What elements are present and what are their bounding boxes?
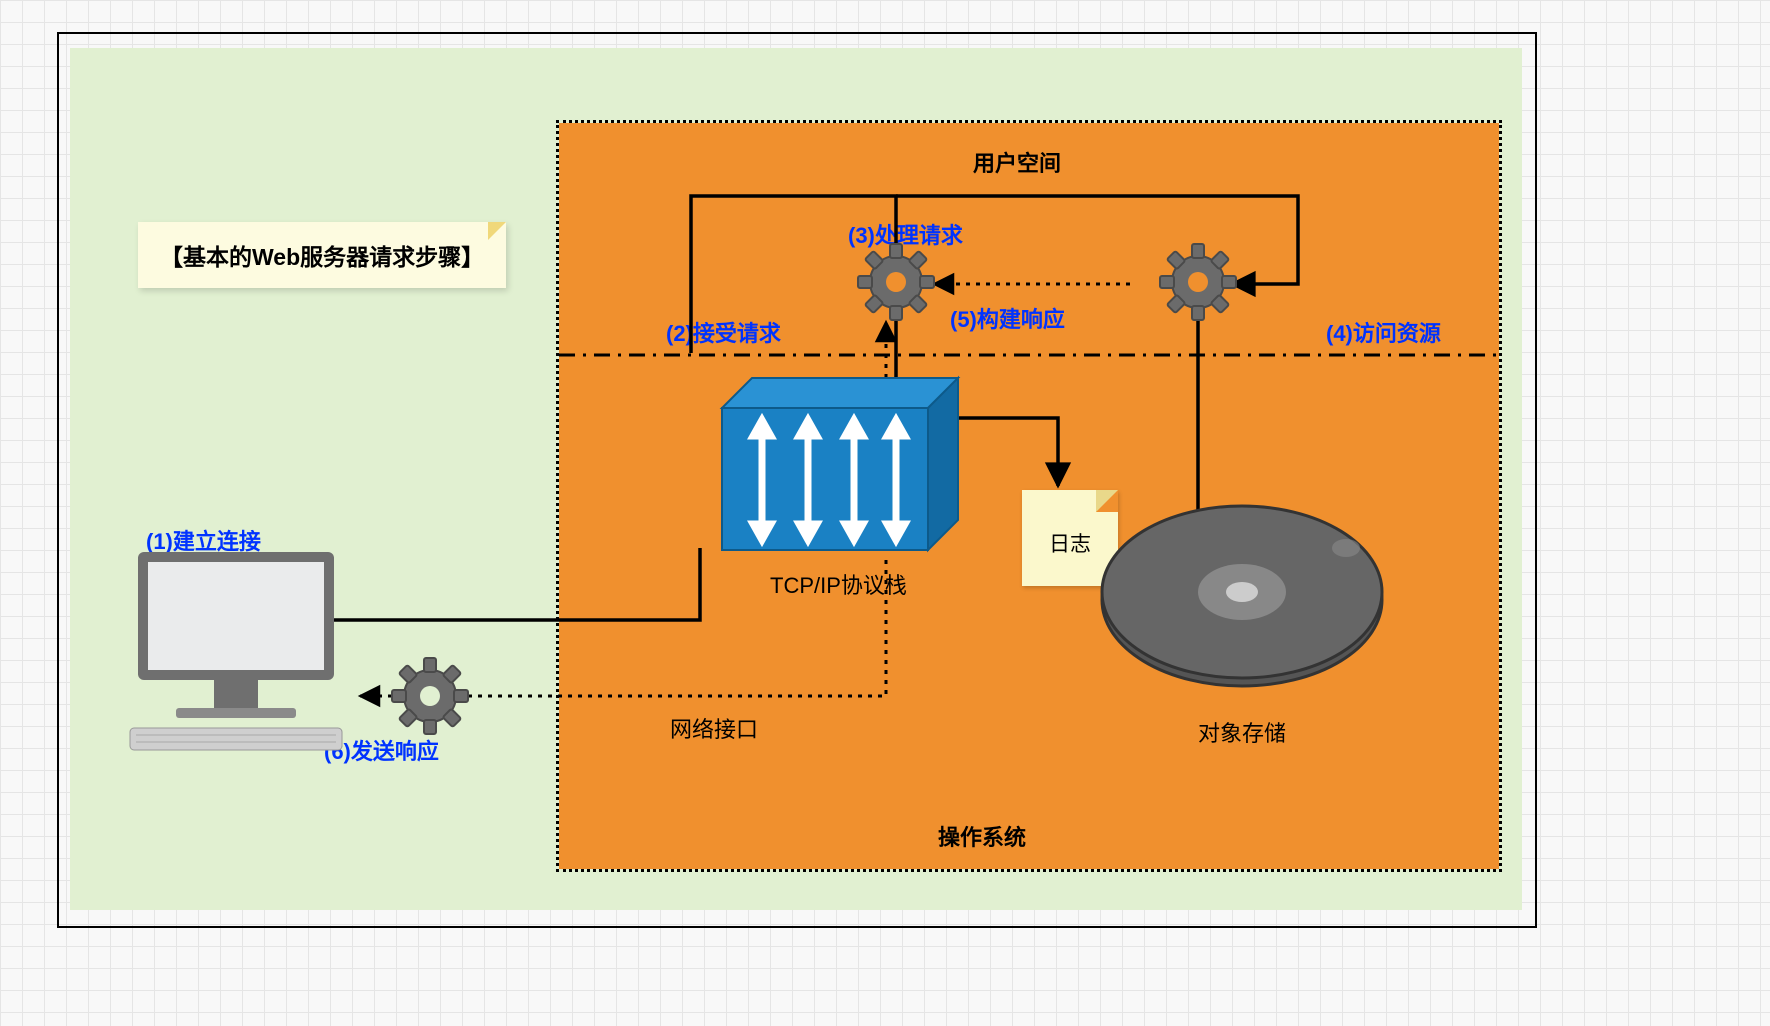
tcp-label: TCP/IP协议栈 [770, 568, 907, 600]
step-2-label: (2)接受请求 [666, 316, 781, 348]
step-4-label: (4)访问资源 [1326, 316, 1441, 348]
step-5-label: (5)构建响应 [950, 302, 1065, 334]
step-6-label: (6)发送响应 [324, 734, 439, 766]
title-note-text: 【基本的Web服务器请求步骤】 [160, 244, 484, 270]
title-note: 【基本的Web服务器请求步骤】 [138, 222, 506, 288]
storage-label: 对象存储 [1198, 716, 1286, 748]
step-3-label: (3)处理请求 [848, 218, 963, 250]
network-if-label: 网络接口 [670, 712, 758, 744]
step-1-label: (1)建立连接 [146, 524, 261, 556]
user-space-label: 用户空间 [973, 146, 1061, 178]
log-note-text: 日志 [1049, 533, 1091, 556]
log-note: 日志 [1022, 490, 1118, 586]
os-label: 操作系统 [938, 820, 1026, 852]
